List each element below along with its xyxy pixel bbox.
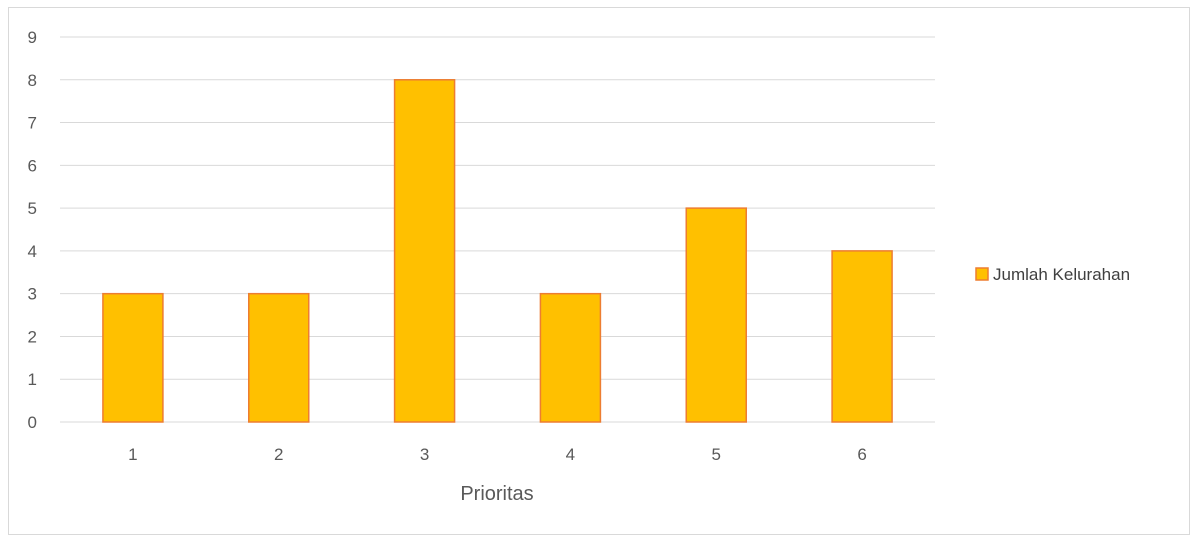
y-tick-label-9: 9 xyxy=(28,28,37,47)
x-axis-title: Prioritas xyxy=(460,483,533,505)
y-axis-ticks: 0 1 2 3 4 5 6 7 8 9 xyxy=(28,28,37,432)
y-tick-label-4: 4 xyxy=(28,242,37,261)
y-tick-label-0: 0 xyxy=(28,413,37,432)
legend: Jumlah Kelurahan xyxy=(975,265,1130,284)
y-tick-label-2: 2 xyxy=(28,327,37,346)
x-tick-label-1: 1 xyxy=(128,445,137,464)
bar-5 xyxy=(685,207,747,423)
bar-6 xyxy=(831,250,893,423)
x-tick-label-3: 3 xyxy=(420,445,429,464)
y-tick-label-6: 6 xyxy=(28,156,37,175)
x-tick-label-5: 5 xyxy=(712,445,721,464)
bar-2 xyxy=(248,292,310,423)
x-axis-ticks: 1 2 3 4 5 6 xyxy=(128,445,867,464)
legend-label: Jumlah Kelurahan xyxy=(993,265,1130,284)
bar-1 xyxy=(102,292,164,423)
y-tick-label-1: 1 xyxy=(28,370,37,389)
legend-swatch xyxy=(975,267,989,281)
y-tick-label-5: 5 xyxy=(28,199,37,218)
x-tick-label-6: 6 xyxy=(857,445,866,464)
x-tick-label-2: 2 xyxy=(274,445,283,464)
x-tick-label-4: 4 xyxy=(566,445,575,464)
y-tick-label-8: 8 xyxy=(28,71,37,90)
y-tick-label-7: 7 xyxy=(28,114,37,133)
bar-3 xyxy=(393,79,456,423)
bars xyxy=(102,79,893,423)
y-tick-label-3: 3 xyxy=(28,285,37,304)
chart-frame xyxy=(8,7,1190,535)
gridlines xyxy=(60,36,935,423)
bar-4 xyxy=(539,292,602,423)
